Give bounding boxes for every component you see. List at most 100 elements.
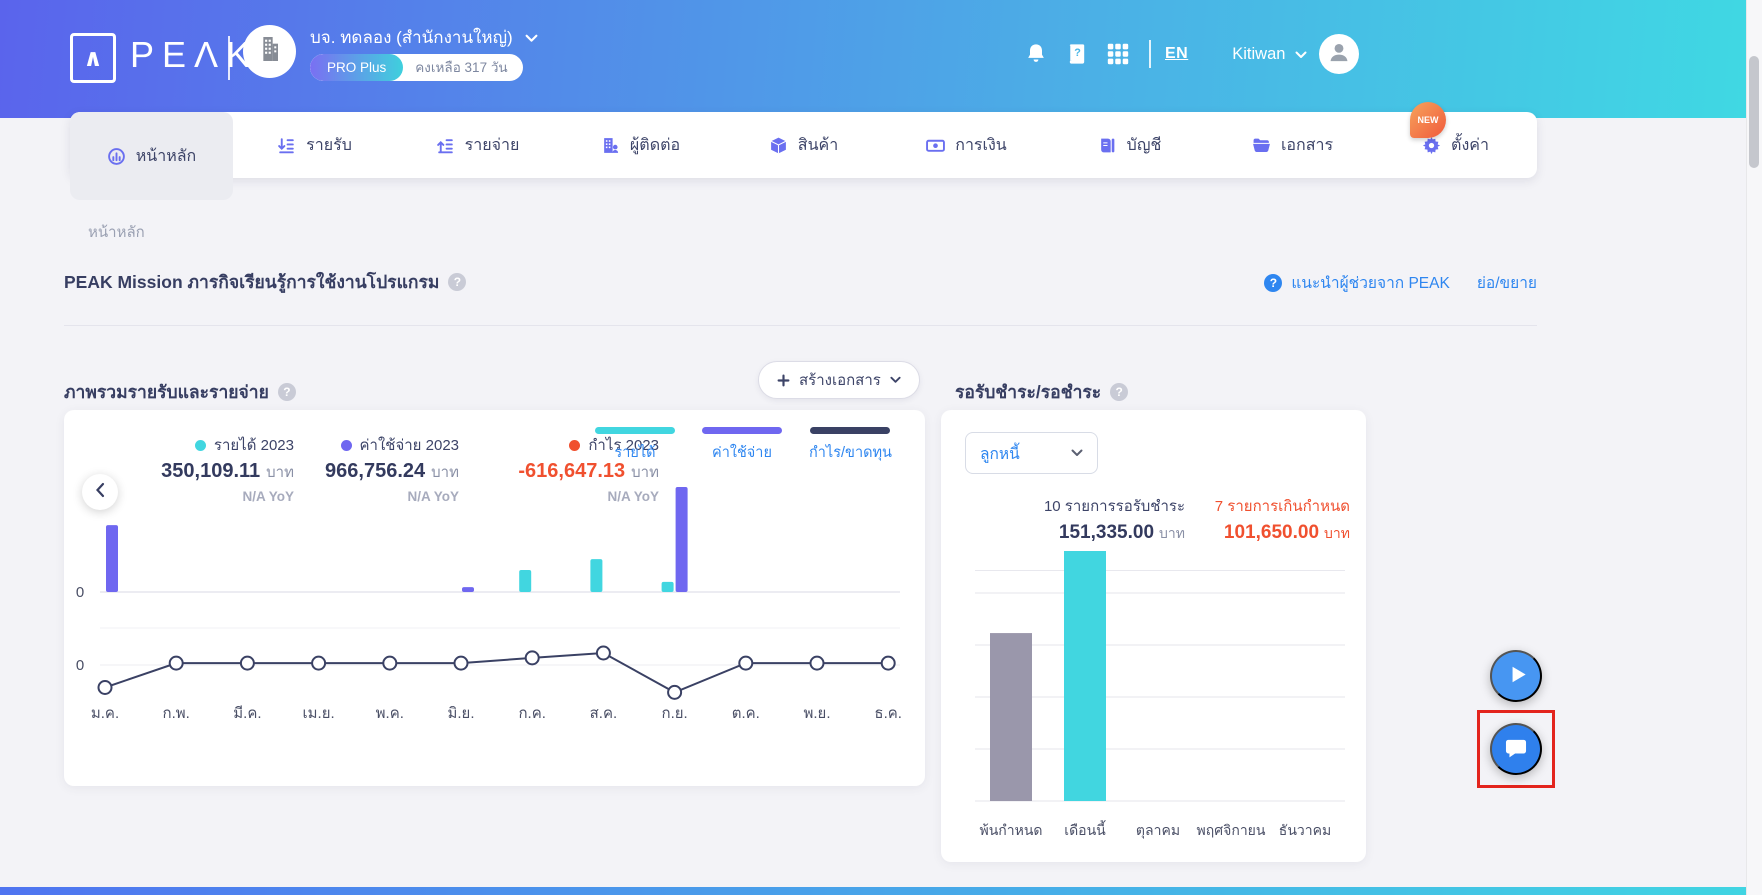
tab-income[interactable]: รายรับ bbox=[233, 112, 396, 178]
chevron-left-icon bbox=[95, 482, 105, 503]
logo-divider bbox=[228, 36, 230, 80]
toggle-color-bar bbox=[595, 427, 675, 434]
question-circle-icon[interactable]: ? bbox=[1110, 383, 1129, 401]
tab-label: การเงิน bbox=[955, 136, 1007, 154]
svg-text:พฤศจิกายน: พฤศจิกายน bbox=[1197, 822, 1266, 838]
tab-contacts[interactable]: ผู้ติดต่อ bbox=[559, 112, 722, 178]
building-icon bbox=[254, 33, 286, 70]
header-divider bbox=[1149, 40, 1151, 68]
chat-bubble-icon bbox=[1504, 736, 1528, 763]
help-book-icon[interactable]: ? bbox=[1065, 42, 1089, 66]
collapse-expand-link[interactable]: ย่อ/ขยาย bbox=[1476, 275, 1537, 292]
svg-text:ตุลาคม: ตุลาคม bbox=[1136, 822, 1180, 839]
chart-prev-button[interactable] bbox=[82, 474, 118, 510]
tab-documents[interactable]: เอกสาร bbox=[1211, 112, 1374, 178]
svg-text:ธ.ค.: ธ.ค. bbox=[874, 705, 902, 722]
toggle-1[interactable]: ค่าใช้จ่าย bbox=[702, 427, 782, 464]
toggle-0[interactable]: รายได้ bbox=[595, 427, 675, 464]
legend-dot-icon bbox=[340, 439, 352, 451]
documents-icon bbox=[1252, 136, 1271, 155]
question-circle-icon[interactable]: ? bbox=[448, 273, 467, 291]
mission-links: ? แนะนำผู้ช่วยจาก PEAK ย่อ/ขยาย bbox=[1264, 270, 1537, 295]
tab-settings[interactable]: ตั้งค่า NEW bbox=[1374, 102, 1537, 178]
tab-expense[interactable]: รายจ่าย bbox=[396, 112, 559, 178]
expense-icon bbox=[436, 136, 455, 155]
create-document-button[interactable]: สร้างเอกสาร bbox=[758, 361, 920, 399]
settings-icon bbox=[1422, 136, 1441, 155]
svg-text:ก.ย.: ก.ย. bbox=[661, 705, 687, 722]
peak-logo-icon[interactable]: ∧ bbox=[70, 33, 116, 83]
contacts-icon bbox=[601, 136, 620, 155]
svg-text:เม.ย.: เม.ย. bbox=[303, 705, 335, 722]
company-avatar[interactable] bbox=[243, 25, 296, 78]
language-switch[interactable]: EN bbox=[1165, 45, 1189, 62]
tab-finance[interactable]: การเงิน bbox=[885, 112, 1048, 178]
scrollbar-thumb[interactable] bbox=[1749, 56, 1759, 168]
tab-dashboard[interactable]: หน้าหลัก bbox=[70, 112, 233, 200]
accounting-icon bbox=[1098, 136, 1117, 155]
receivable-chart[interactable]: พ้นกำหนด เดือนนี้ ตุลาคม พฤศจิกายน ธันวาคม bbox=[941, 530, 1366, 862]
receivable-type-dropdown[interactable]: ลูกหนี้ bbox=[965, 432, 1098, 474]
receivable-section-title: รอรับชำระ/รอชำระ ? bbox=[955, 378, 1129, 406]
company-name: บจ. ทดลอง (สำนักงานใหญ่) bbox=[310, 28, 513, 47]
peak-logo-text: PEΛK bbox=[130, 34, 259, 75]
svg-text:เดือนนี้: เดือนนี้ bbox=[1064, 820, 1106, 838]
svg-text:ก.ค.: ก.ค. bbox=[518, 705, 545, 722]
overdue-stat: 7 รายการเกินกำหนด 101,650.00 บาท bbox=[1214, 498, 1350, 543]
pending-stat: 10 รายการรอรับชำระ 151,335.00 บาท bbox=[1043, 498, 1185, 543]
bell-icon[interactable] bbox=[1024, 42, 1048, 66]
plan-name: PRO Plus bbox=[310, 54, 404, 81]
svg-text:0: 0 bbox=[76, 657, 84, 674]
assistant-link[interactable]: แนะนำผู้ช่วยจาก PEAK bbox=[1291, 275, 1450, 292]
main-nav: หน้าหลัก รายรับ รายจ่าย ผู้ติดต่อ สินค้า การเ… bbox=[70, 102, 1537, 200]
dashboard-icon bbox=[107, 147, 126, 166]
user-avatar[interactable] bbox=[1319, 34, 1360, 74]
question-circle-icon[interactable]: ? bbox=[277, 383, 296, 401]
apps-grid-icon[interactable] bbox=[1106, 42, 1130, 66]
stat-0: รายได้ 2023 350,109.11 บาท N/A YoY bbox=[161, 437, 294, 504]
chevron-down-icon bbox=[1295, 45, 1307, 64]
next-section-edge bbox=[0, 887, 1746, 895]
card-divider bbox=[975, 570, 1345, 571]
tab-label: รายจ่าย bbox=[464, 136, 520, 154]
scrollbar bbox=[1746, 0, 1762, 895]
svg-text:ธันวาคม: ธันวาคม bbox=[1279, 822, 1331, 838]
chevron-down-icon bbox=[890, 376, 901, 384]
tab-accounting[interactable]: บัญชี bbox=[1048, 112, 1211, 178]
tab-label: สินค้า bbox=[797, 136, 839, 154]
stat-1: ค่าใช้จ่าย 2023 966,756.24 บาท N/A YoY bbox=[325, 437, 459, 504]
tab-label: ผู้ติดต่อ bbox=[629, 136, 681, 154]
products-icon bbox=[769, 136, 788, 155]
user-menu[interactable]: Kitiwan bbox=[1232, 45, 1307, 64]
person-icon bbox=[1326, 39, 1352, 70]
new-badge: NEW bbox=[1410, 102, 1446, 138]
svg-text:มี.ค.: มี.ค. bbox=[233, 705, 261, 722]
legend-dot-icon bbox=[194, 439, 206, 451]
income-icon bbox=[277, 136, 296, 155]
plan-days-remaining: คงเหลือ 317 วัน bbox=[415, 60, 508, 75]
tab-label: รายรับ bbox=[306, 136, 352, 154]
overview-chart[interactable]: 0 0 ม.ค. ก.พ. มี.ค. เม.ย. พ.ค. มิ.ย. ก.ค. ส.ค. ก.ย… bbox=[64, 455, 925, 785]
finance-icon bbox=[926, 136, 946, 155]
dropdown-value: ลูกหนี้ bbox=[980, 445, 1020, 463]
mission-title: PEAK Mission ภารกิจเรียนรู้การใช้งานโปรแ… bbox=[64, 268, 467, 296]
walkthrough-play-button[interactable] bbox=[1490, 650, 1542, 702]
chat-button[interactable] bbox=[1490, 723, 1542, 775]
tab-label: บัญชี bbox=[1126, 136, 1162, 154]
tutorial-highlight-box bbox=[1477, 710, 1555, 788]
header-actions: ? EN Kitiwan bbox=[1024, 28, 1384, 80]
question-circle-blue-icon[interactable]: ? bbox=[1264, 273, 1283, 292]
svg-text:ก.พ.: ก.พ. bbox=[163, 705, 190, 722]
section-divider bbox=[64, 325, 1537, 326]
plan-badge: PRO Plus คงเหลือ 317 วัน bbox=[310, 54, 523, 81]
app-header: ∧ PEΛK บจ. ทดลอง (สำนักงานใหญ่) PRO Plus… bbox=[0, 0, 1762, 118]
plus-icon bbox=[777, 374, 790, 387]
tab-products[interactable]: สินค้า bbox=[722, 112, 885, 178]
stat-2: กำไร 2023 -616,647.13 บาท N/A YoY bbox=[518, 437, 659, 504]
overview-section-title: ภาพรวมรายรับและรายจ่าย ? bbox=[64, 378, 296, 406]
svg-text:พ้นกำหนด: พ้นกำหนด bbox=[979, 822, 1042, 838]
tab-label: หน้าหลัก bbox=[135, 147, 197, 165]
toggle-2[interactable]: กำไร/ขาดทุน bbox=[809, 427, 892, 464]
company-selector[interactable]: บจ. ทดลอง (สำนักงานใหญ่) bbox=[310, 24, 538, 51]
